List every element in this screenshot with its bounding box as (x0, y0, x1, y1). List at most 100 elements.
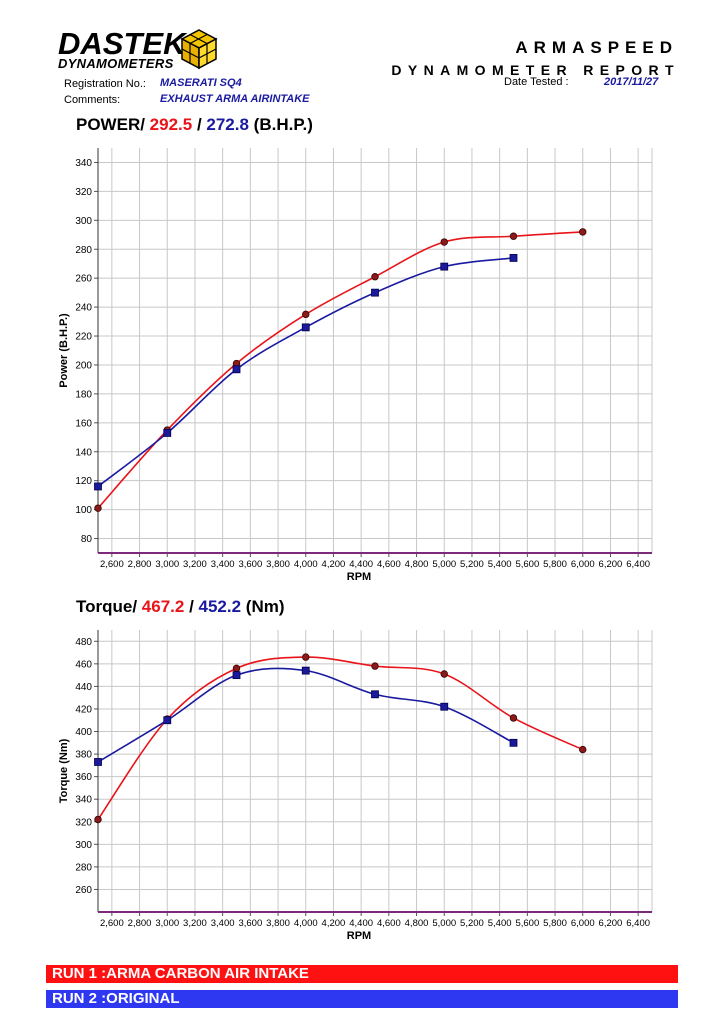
torque-xtick-label: 4,600 (377, 918, 401, 929)
power-xlabel: RPM (347, 571, 371, 583)
torque-xtick-label: 4,200 (322, 918, 346, 929)
torque-ytick-label: 440 (75, 682, 92, 693)
power-series-1-line (97, 231, 583, 509)
logo-cube-icon (180, 29, 218, 70)
torque-title-prefix: Torque/ (76, 597, 142, 616)
power-ytick-label: 320 (75, 187, 92, 198)
torque-series-1-point (94, 815, 102, 824)
power-run2-peak: 272.8 (206, 115, 249, 134)
power-xtick-label: 2,600 (100, 559, 124, 570)
power-series-1-point (302, 310, 310, 319)
power-series-1-point (509, 232, 518, 240)
comments-label: Comments: (64, 94, 121, 106)
torque-series-1-point (371, 662, 379, 670)
power-xtick-label: 4,400 (349, 559, 373, 570)
torque-series-2-point (232, 671, 241, 680)
torque-series-2-point (509, 738, 518, 747)
torque-ytick-label: 380 (75, 750, 92, 761)
legend-run1: RUN 1 :ARMA CARBON AIR INTAKE (46, 965, 678, 983)
power-xtick-label: 4,800 (405, 559, 429, 570)
torque-xtick-label: 5,800 (543, 918, 567, 929)
power-ytick-label: 180 (75, 389, 92, 400)
power-ytick-label: 280 (75, 245, 92, 256)
torque-ytick-label: 460 (75, 659, 92, 670)
power-xtick-label: 3,200 (183, 559, 207, 570)
power-ytick-label: 260 (75, 274, 92, 285)
torque-series-2-point (371, 690, 379, 699)
power-ytick-label: 100 (75, 505, 92, 516)
power-chart-title: POWER/ 292.5 / 272.8 (B.H.P.) (76, 115, 313, 135)
power-chart: 2,600 2,800 3,000 3,200 3,400 3,600 3,800 4,000… (58, 148, 653, 583)
power-xtick-label: 3,000 (155, 559, 179, 570)
torque-series-1-point (579, 745, 587, 754)
power-series-2-point (232, 365, 241, 374)
power-series-2-point (163, 429, 172, 437)
power-xtick-label: 4,200 (322, 559, 346, 570)
torque-xtick-label: 3,400 (211, 918, 235, 929)
power-xtick-label: 5,400 (488, 559, 512, 570)
power-ytick-label: 340 (75, 158, 92, 169)
company-name: ARMASPEED (515, 38, 678, 57)
torque-ytick-label: 400 (75, 727, 92, 738)
power-series-2-point (301, 323, 310, 332)
torque-chart-title: Torque/ 467.2 / 452.2 (Nm) (76, 597, 285, 617)
legend-run2: RUN 2 :ORIGINAL (46, 990, 678, 1008)
torque-xlabel: RPM (347, 930, 371, 942)
power-xtick-label: 4,600 (377, 559, 401, 570)
power-xtick-label: 3,400 (211, 559, 235, 570)
logo-wordmark: DASTEK (58, 26, 186, 61)
torque-xtick-label: 4,000 (294, 918, 318, 929)
torque-ytick-label: 320 (75, 817, 92, 828)
registration-value: MASERATI SQ4 (160, 77, 242, 89)
power-xtick-label: 4,000 (294, 559, 318, 570)
power-series-1-point (94, 504, 102, 512)
power-xtick-label: 5,000 (432, 559, 456, 570)
torque-run1-peak: 467.2 (141, 597, 185, 616)
power-xtick-label: 6,400 (626, 559, 650, 570)
power-xtick-label: 5,800 (543, 559, 567, 570)
torque-xtick-label: 6,400 (626, 918, 650, 929)
power-series-2-point (509, 254, 518, 262)
comments-value: EXHAUST ARMA AIRINTAKE (160, 93, 310, 105)
report-title: DYNAMOMETER REPORT (391, 62, 680, 78)
power-xtick-label: 3,800 (266, 559, 290, 570)
power-series-1-point (440, 238, 448, 246)
power-xtick-label: 2,800 (128, 559, 152, 570)
power-ytick-label: 220 (75, 332, 92, 343)
power-xtick-label: 5,600 (515, 559, 539, 570)
date-tested-label: Date Tested : (504, 76, 569, 88)
torque-ytick-label: 480 (75, 637, 92, 648)
power-ylabel: Power (B.H.P.) (58, 313, 70, 388)
torque-xtick-label: 2,800 (128, 918, 152, 929)
power-series-2-point (371, 288, 379, 297)
power-xtick-label: 6,000 (571, 559, 595, 570)
power-ytick-label: 120 (75, 476, 92, 487)
power-series-2-point (440, 262, 449, 271)
torque-series-1-point (440, 670, 448, 678)
torque-xtick-label: 2,600 (100, 918, 124, 929)
torque-xtick-label: 5,400 (488, 918, 512, 929)
torque-xtick-label: 3,800 (266, 918, 290, 929)
torque-xtick-label: 4,400 (349, 918, 373, 929)
power-title-suffix: (B.H.P.) (248, 115, 313, 134)
torque-ylabel: Torque (Nm) (58, 738, 70, 803)
power-xtick-label: 6,200 (599, 559, 623, 570)
torque-xtick-label: 5,200 (460, 918, 484, 929)
torque-series-1-point (509, 714, 518, 722)
torque-xtick-label: 4,800 (405, 918, 429, 929)
torque-xtick-label: 3,600 (238, 918, 262, 929)
torque-title-sep: / (184, 597, 199, 616)
torque-title-suffix: (Nm) (241, 597, 285, 616)
power-ytick-label: 80 (81, 534, 93, 545)
power-ytick-label: 300 (75, 216, 92, 227)
torque-ytick-label: 280 (75, 862, 92, 873)
torque-series-1-point (232, 664, 241, 673)
registration-label: Registration No.: (64, 78, 146, 90)
power-xtick-label: 5,200 (460, 559, 484, 570)
torque-xtick-label: 6,000 (571, 918, 595, 929)
logo-subtitle: DYNAMOMETERS (58, 56, 174, 71)
torque-series-2-point (163, 716, 172, 725)
torque-xtick-label: 3,000 (155, 918, 179, 929)
torque-ytick-label: 300 (75, 840, 92, 851)
torque-ytick-label: 360 (75, 772, 92, 783)
